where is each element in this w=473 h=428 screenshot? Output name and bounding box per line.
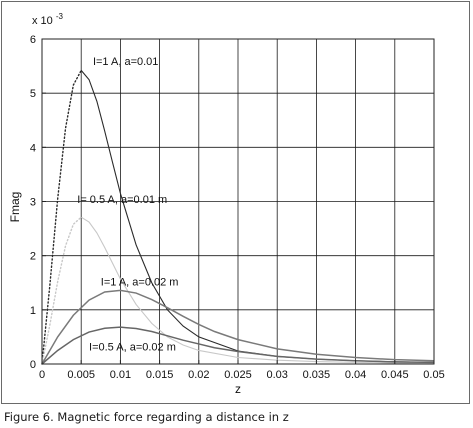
- x-tick-label: 0.015: [146, 369, 174, 381]
- magnetic-force-chart: 0 0.005 0.01 0.015 0.02 0.025 0.03 0.035 0.04 0.0…: [8, 12, 445, 396]
- y-multiplier-base: x 10: [32, 15, 53, 27]
- x-tick-label: 0.025: [224, 369, 252, 381]
- y-tick-label: 3: [30, 197, 36, 209]
- grid: [42, 39, 434, 364]
- curve-annotation: I=1 A, a=0.01: [93, 56, 158, 68]
- x-tick-label: 0.03: [266, 369, 287, 381]
- annotations: I=1 A, a=0.01 I= 0.5 A, a=0.01 m I=1 A, a=…: [77, 56, 178, 353]
- x-axis-label: z: [235, 382, 241, 396]
- y-tick-label: 2: [30, 251, 36, 263]
- ticks: 0 0.005 0.01 0.015 0.02 0.025 0.03 0.035 0.04 0.0…: [30, 34, 445, 381]
- y-tick-label: 5: [30, 88, 36, 100]
- curve-annotation: I=1 A, a=0.02 m: [101, 276, 179, 288]
- figure-caption: Figure 6. Magnetic force regarding a dis…: [4, 410, 289, 424]
- y-multiplier-exponent: -3: [56, 12, 64, 21]
- series-line-rising-1: [41, 69, 82, 365]
- curve-annotation: I=0.5 A, a=0.02 m: [89, 341, 176, 353]
- x-tick-label: 0.01: [110, 369, 131, 381]
- x-tick-label: 0.02: [188, 369, 209, 381]
- series-line-rising-2: [41, 216, 82, 365]
- y-tick-label: 1: [30, 305, 36, 317]
- x-tick-label: 0.04: [345, 369, 366, 381]
- y-tick-label: 4: [30, 142, 36, 154]
- x-tick-label: 0.05: [423, 369, 444, 381]
- x-tick-label: 0.045: [381, 369, 409, 381]
- y-multiplier: x 10 -3: [32, 12, 64, 27]
- x-tick-label: 0.005: [67, 369, 95, 381]
- curve-annotation: I= 0.5 A, a=0.01 m: [77, 194, 167, 206]
- figure-frame: 0 0.005 0.01 0.015 0.02 0.025 0.03 0.035 0.04 0.0…: [1, 1, 470, 404]
- series-line-3: [41, 289, 435, 365]
- y-tick-label: 6: [30, 34, 36, 46]
- x-tick-label: 0: [39, 369, 45, 381]
- series-line-4: [41, 326, 435, 365]
- y-axis-label: Fmag: [8, 192, 22, 223]
- series-line-2: [80, 216, 435, 364]
- x-tick-label: 0.035: [303, 369, 331, 381]
- y-tick-label: 0: [30, 359, 36, 371]
- series-group: [41, 69, 435, 365]
